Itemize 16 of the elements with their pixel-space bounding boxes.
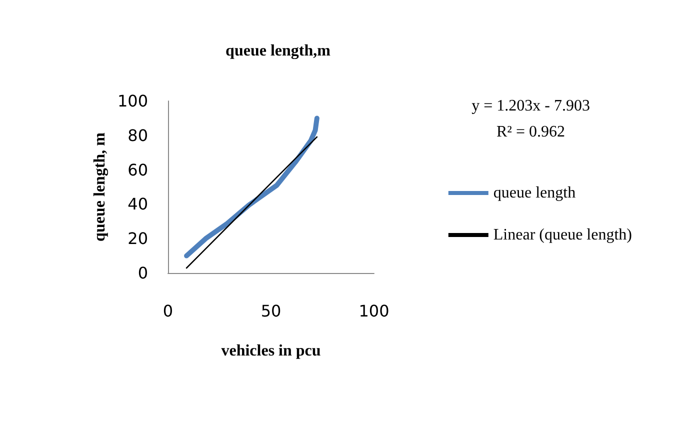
y-tick-label: 0: [138, 264, 148, 282]
chart-title: queue length,m: [226, 42, 332, 60]
y-tick-label: 60: [128, 160, 148, 180]
y-tick-label: 20: [128, 229, 148, 248]
legend-label: Linear (queue length): [493, 226, 632, 244]
y-tick-label: 40: [128, 194, 148, 214]
x-tick-label: 50: [260, 302, 282, 320]
x-tick-label: 100: [358, 302, 390, 320]
legend-label: queue length: [493, 184, 576, 202]
x-axis-title: vehicles in pcu: [221, 342, 321, 360]
text: R² = 0.962: [496, 124, 566, 140]
x-tick-label: 0: [162, 302, 174, 320]
text: y = 1.203x - 7.903: [472, 98, 590, 114]
y-axis-title: queue length, m: [92, 132, 108, 242]
y-tick-label: 100: [117, 92, 148, 110]
y-tick-label: 80: [128, 126, 148, 145]
